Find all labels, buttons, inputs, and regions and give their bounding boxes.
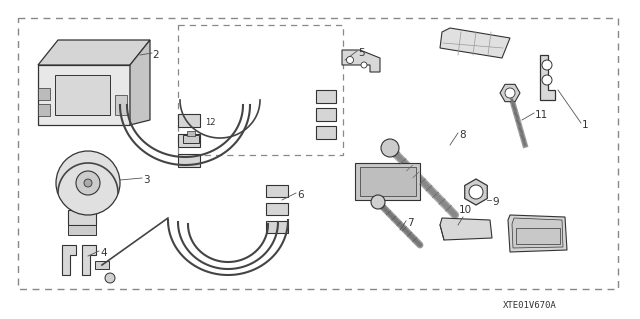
Bar: [178, 154, 200, 167]
Bar: [18, 18, 618, 289]
Polygon shape: [465, 179, 487, 205]
Text: 8: 8: [459, 130, 466, 140]
Circle shape: [361, 62, 367, 68]
Circle shape: [381, 139, 399, 157]
Polygon shape: [130, 40, 150, 125]
Bar: [178, 114, 200, 127]
Text: 6: 6: [297, 190, 303, 200]
Bar: [95, 261, 109, 269]
Text: 12: 12: [205, 118, 216, 127]
Circle shape: [56, 151, 120, 215]
Bar: [316, 108, 336, 121]
Polygon shape: [500, 84, 520, 102]
Circle shape: [371, 195, 385, 209]
Text: 3: 3: [143, 175, 150, 185]
Polygon shape: [342, 50, 380, 72]
Bar: [68, 225, 96, 235]
Text: 5: 5: [358, 48, 365, 58]
Polygon shape: [355, 163, 420, 200]
Polygon shape: [540, 55, 555, 100]
Text: 11: 11: [535, 110, 548, 120]
Polygon shape: [38, 104, 50, 116]
Text: 2: 2: [152, 50, 159, 60]
Polygon shape: [38, 65, 130, 125]
Circle shape: [542, 60, 552, 70]
Bar: [183, 135, 199, 143]
Text: 4: 4: [100, 248, 107, 258]
Polygon shape: [516, 228, 560, 244]
Text: 7: 7: [407, 218, 413, 228]
Text: 9: 9: [492, 197, 499, 207]
Circle shape: [84, 179, 92, 187]
Polygon shape: [360, 167, 416, 196]
Polygon shape: [440, 218, 492, 240]
Circle shape: [505, 88, 515, 98]
Bar: [55, 75, 110, 115]
Circle shape: [105, 273, 115, 283]
Polygon shape: [508, 215, 567, 252]
Bar: [178, 25, 343, 155]
Text: 10: 10: [458, 205, 472, 215]
Polygon shape: [440, 28, 510, 58]
Bar: [266, 221, 288, 233]
Bar: [187, 131, 195, 136]
Polygon shape: [38, 88, 50, 100]
Text: XTE01V670A: XTE01V670A: [503, 300, 557, 309]
Polygon shape: [38, 40, 150, 65]
Circle shape: [76, 171, 100, 195]
Polygon shape: [512, 218, 563, 248]
Circle shape: [346, 56, 353, 63]
Text: 1: 1: [582, 120, 589, 130]
Bar: [316, 126, 336, 139]
Bar: [266, 203, 288, 215]
Circle shape: [542, 75, 552, 85]
Bar: [266, 185, 288, 197]
Bar: [115, 95, 127, 115]
Bar: [68, 210, 96, 225]
Polygon shape: [62, 245, 76, 275]
Polygon shape: [82, 245, 96, 275]
Bar: [178, 134, 200, 147]
Bar: [316, 90, 336, 103]
Circle shape: [469, 185, 483, 199]
